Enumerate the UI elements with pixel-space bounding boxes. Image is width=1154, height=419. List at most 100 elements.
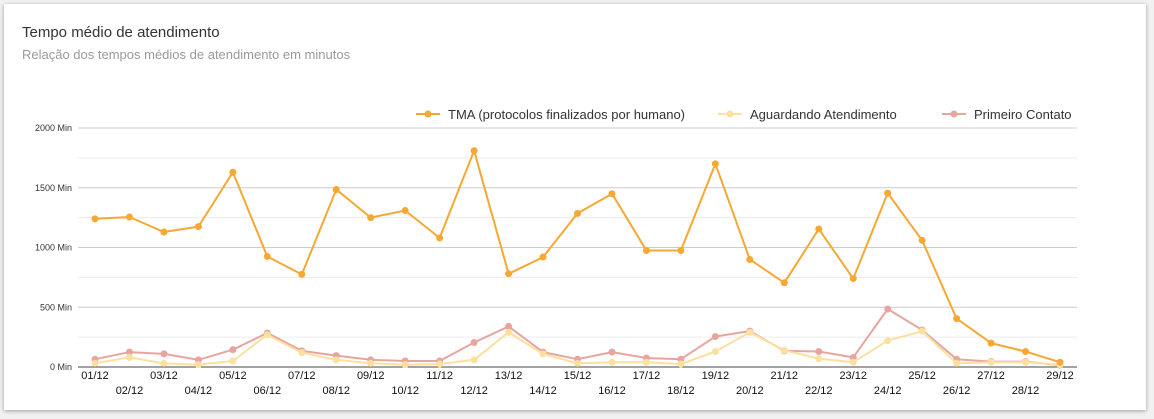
data-point[interactable] [367, 359, 375, 367]
legend-marker[interactable] [950, 110, 958, 118]
y-tick-label: 2000 Min [35, 123, 72, 133]
data-point[interactable] [91, 359, 99, 367]
y-tick-label: 1000 Min [35, 243, 72, 253]
x-tick-label: 22/12 [805, 385, 833, 397]
data-point[interactable] [125, 348, 133, 356]
data-point[interactable] [642, 246, 650, 254]
data-point[interactable] [677, 360, 685, 368]
y-tick-label: 0 Min [50, 362, 72, 372]
data-point[interactable] [332, 356, 340, 364]
data-point[interactable] [677, 246, 685, 254]
data-point[interactable] [401, 361, 409, 369]
x-tick-label: 03/12 [150, 370, 178, 382]
data-point[interactable] [332, 186, 340, 194]
data-point[interactable] [539, 253, 547, 261]
data-point[interactable] [505, 322, 513, 330]
data-point[interactable] [298, 349, 306, 357]
data-point[interactable] [160, 228, 168, 236]
legend-label[interactable]: TMA (protocolos finalizados por humano) [448, 107, 685, 122]
x-tick-label: 18/12 [667, 385, 695, 397]
x-tick-label: 08/12 [322, 385, 350, 397]
data-point[interactable] [194, 361, 202, 369]
data-point[interactable] [884, 189, 892, 197]
data-point[interactable] [470, 147, 478, 155]
x-tick-label: 09/12 [357, 370, 385, 382]
x-tick-label: 05/12 [219, 370, 247, 382]
x-tick-label: 14/12 [529, 385, 557, 397]
x-tick-label: 27/12 [977, 370, 1005, 382]
x-tick-label: 28/12 [1012, 385, 1040, 397]
data-point[interactable] [229, 168, 237, 176]
x-tick-label: 19/12 [702, 370, 730, 382]
data-point[interactable] [1022, 358, 1030, 366]
data-point[interactable] [229, 357, 237, 365]
data-point[interactable] [780, 346, 788, 354]
x-tick-label: 02/12 [116, 385, 144, 397]
data-point[interactable] [470, 339, 478, 347]
data-point[interactable] [367, 214, 375, 222]
data-point[interactable] [1056, 358, 1064, 366]
x-tick-label: 01/12 [81, 370, 109, 382]
legend-marker[interactable] [726, 110, 734, 118]
data-point[interactable] [884, 305, 892, 313]
data-point[interactable] [91, 215, 99, 223]
data-point[interactable] [470, 356, 478, 364]
data-point[interactable] [436, 234, 444, 242]
data-point[interactable] [505, 328, 513, 336]
x-tick-label: 26/12 [943, 385, 971, 397]
data-point[interactable] [125, 353, 133, 361]
legend-marker[interactable] [424, 110, 432, 118]
x-tick-label: 24/12 [874, 385, 902, 397]
data-point[interactable] [711, 333, 719, 341]
y-tick-label: 500 Min [40, 302, 72, 312]
data-point[interactable] [849, 358, 857, 366]
data-point[interactable] [815, 347, 823, 355]
x-tick-label: 29/12 [1046, 370, 1074, 382]
data-point[interactable] [815, 225, 823, 233]
data-point[interactable] [125, 213, 133, 221]
data-point[interactable] [608, 348, 616, 356]
data-point[interactable] [746, 255, 754, 263]
chart-card: Tempo médio de atendimento Relação dos t… [4, 4, 1146, 410]
legend-label[interactable]: Primeiro Contato [974, 107, 1072, 122]
data-point[interactable] [229, 346, 237, 354]
data-point[interactable] [263, 331, 271, 339]
data-point[interactable] [574, 359, 581, 367]
x-tick-label: 07/12 [288, 370, 316, 382]
x-tick-label: 20/12 [736, 385, 764, 397]
data-point[interactable] [815, 355, 823, 363]
data-point[interactable] [539, 350, 547, 358]
data-point[interactable] [263, 252, 271, 260]
data-point[interactable] [574, 209, 581, 217]
data-point[interactable] [505, 270, 513, 278]
data-point[interactable] [987, 339, 995, 347]
x-tick-label: 16/12 [598, 385, 626, 397]
data-point[interactable] [194, 223, 202, 231]
x-tick-label: 21/12 [771, 370, 799, 382]
legend-label[interactable]: Aguardando Atendimento [750, 107, 897, 122]
data-point[interactable] [160, 350, 168, 358]
data-point[interactable] [608, 190, 616, 198]
data-point[interactable] [953, 315, 961, 323]
x-tick-label: 11/12 [426, 370, 453, 382]
data-point[interactable] [711, 347, 719, 355]
data-point[interactable] [1022, 347, 1030, 355]
series-line [94, 149, 1061, 364]
chart-subtitle: Relação dos tempos médios de atendimento… [22, 47, 351, 62]
data-point[interactable] [608, 358, 616, 366]
data-point[interactable] [711, 160, 719, 168]
x-tick-label: 17/12 [633, 370, 661, 382]
data-point[interactable] [953, 359, 961, 367]
data-point[interactable] [884, 337, 892, 345]
data-point[interactable] [987, 358, 995, 366]
data-point[interactable] [642, 358, 650, 366]
data-point[interactable] [746, 328, 754, 336]
data-point[interactable] [849, 275, 857, 283]
data-point[interactable] [918, 236, 926, 244]
data-point[interactable] [918, 327, 926, 335]
data-point[interactable] [298, 270, 306, 278]
data-point[interactable] [401, 206, 409, 214]
data-point[interactable] [436, 360, 444, 368]
data-point[interactable] [780, 279, 788, 287]
data-point[interactable] [160, 359, 168, 367]
